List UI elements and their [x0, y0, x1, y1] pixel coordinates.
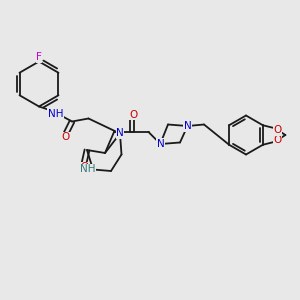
- Text: N: N: [116, 128, 124, 139]
- Text: O: O: [273, 135, 281, 145]
- Text: N: N: [157, 139, 164, 149]
- Text: NH: NH: [80, 164, 95, 175]
- Text: NH: NH: [48, 109, 63, 119]
- Text: F: F: [36, 52, 42, 62]
- Text: N: N: [184, 121, 191, 131]
- Text: O: O: [62, 132, 70, 142]
- Text: O: O: [80, 162, 88, 172]
- Text: O: O: [129, 110, 138, 120]
- Text: O: O: [273, 125, 281, 135]
